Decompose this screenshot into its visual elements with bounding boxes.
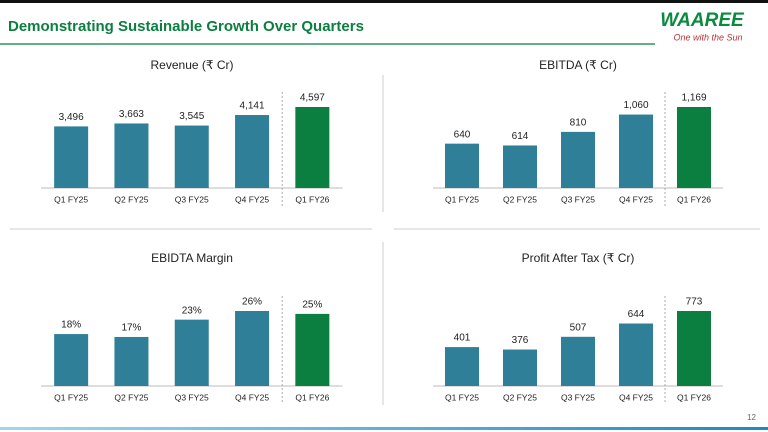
value-label: 25%	[302, 300, 322, 311]
bar	[235, 311, 270, 386]
bar	[54, 126, 89, 188]
bar	[114, 123, 149, 188]
category-label: Q4 FY25	[235, 392, 269, 402]
logo: WAAREE	[660, 10, 745, 31]
value-label: 1,060	[623, 100, 648, 111]
category-label: Q2 FY25	[114, 392, 148, 402]
bar	[235, 115, 270, 188]
logo-tagline: One with the Sun	[673, 32, 742, 42]
category-label: Q4 FY25	[235, 194, 269, 204]
category-label: Q3 FY25	[175, 392, 209, 402]
category-label: Q1 FY26	[295, 194, 329, 204]
value-label: 644	[628, 309, 645, 320]
chart-title: Revenue (₹ Cr)	[151, 58, 234, 72]
bar	[114, 336, 149, 386]
value-label: 640	[454, 129, 471, 140]
value-label: 3,545	[179, 111, 204, 122]
bar	[677, 107, 711, 188]
category-label: Q3 FY25	[561, 392, 595, 402]
value-label: 773	[686, 297, 703, 308]
top-bar	[0, 0, 768, 3]
category-label: Q3 FY25	[561, 194, 595, 204]
bar	[295, 107, 330, 188]
bar	[445, 347, 479, 386]
bar	[561, 336, 595, 386]
bar	[561, 131, 595, 188]
value-label: 401	[454, 333, 471, 344]
category-label: Q3 FY25	[175, 194, 209, 204]
category-label: Q4 FY25	[619, 392, 653, 402]
bottom-bar	[0, 427, 768, 430]
value-label: 4,141	[240, 101, 265, 112]
value-label: 23%	[182, 305, 202, 316]
category-label: Q2 FY25	[114, 194, 148, 204]
category-label: Q1 FY26	[295, 392, 329, 402]
bar	[619, 114, 653, 188]
category-label: Q1 FY26	[677, 392, 711, 402]
value-label: 4,597	[300, 93, 325, 104]
bar	[174, 125, 209, 188]
value-label: 376	[512, 335, 529, 346]
bar	[54, 334, 89, 386]
value-label: 26%	[242, 297, 262, 308]
category-label: Q1 FY26	[677, 194, 711, 204]
category-label: Q1 FY25	[445, 392, 479, 402]
chart-title: EBITDA (₹ Cr)	[539, 58, 617, 72]
slide-title: Demonstrating Sustainable Growth Over Qu…	[8, 18, 364, 35]
value-label: 3,496	[59, 112, 84, 123]
category-label: Q2 FY25	[503, 194, 537, 204]
value-label: 17%	[121, 323, 141, 334]
category-label: Q1 FY25	[54, 194, 88, 204]
bar	[503, 349, 537, 386]
chart-title: EBIDTA Margin	[151, 251, 233, 265]
value-label: 507	[570, 322, 587, 333]
category-label: Q4 FY25	[619, 194, 653, 204]
bar	[677, 311, 711, 386]
bar	[503, 145, 537, 188]
value-label: 1,169	[681, 93, 706, 104]
bar	[619, 323, 653, 386]
value-label: 614	[512, 131, 529, 142]
bar	[445, 143, 479, 188]
category-label: Q1 FY25	[445, 194, 479, 204]
chart-title: Profit After Tax (₹ Cr)	[522, 251, 635, 265]
category-label: Q1 FY25	[54, 392, 88, 402]
page-number: 12	[747, 413, 756, 422]
bar	[174, 319, 209, 386]
value-label: 18%	[61, 320, 81, 331]
bar	[295, 313, 330, 386]
value-label: 3,663	[119, 109, 144, 120]
category-label: Q2 FY25	[503, 392, 537, 402]
value-label: 810	[570, 118, 587, 129]
